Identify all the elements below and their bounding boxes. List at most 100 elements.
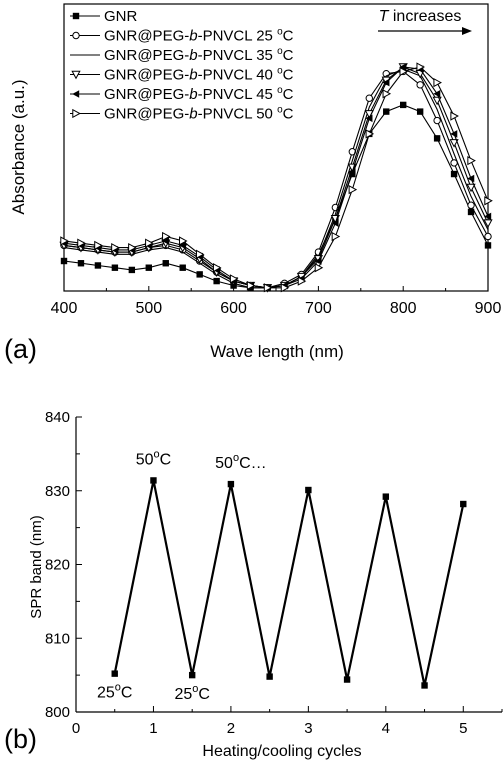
data-point-a-5 — [162, 231, 171, 242]
data-point-a-4 — [161, 237, 169, 245]
data-point-a-5 — [179, 236, 188, 246]
data-point-a-0 — [128, 266, 136, 274]
spr-series-line — [113, 480, 465, 686]
data-point-a-0 — [467, 208, 475, 216]
data-point-a-5 — [348, 185, 358, 195]
temperature-annotation: 50oC — [136, 448, 171, 468]
spr-data-point — [227, 480, 235, 488]
spr-data-point — [150, 477, 157, 484]
spr-data-point — [343, 676, 351, 683]
x-tick-label-a: 400 — [51, 300, 78, 317]
data-point-a-0 — [60, 257, 68, 265]
data-point-a-3 — [449, 139, 459, 148]
legend-label-3: GNR@PEG-b-PNVCL 40 oC — [104, 66, 294, 84]
data-point-a-0 — [77, 260, 85, 267]
data-point-a-3 — [466, 183, 476, 193]
spr-data-point — [111, 670, 118, 677]
data-point-a-1 — [416, 81, 424, 89]
y-tick-label-b: 830 — [45, 483, 70, 500]
data-point-a-4 — [484, 212, 492, 221]
data-point-a-1 — [467, 201, 475, 209]
data-point-a-4 — [331, 219, 339, 227]
spr-data-point — [305, 486, 312, 494]
data-point-a-0 — [179, 264, 186, 271]
annotation-t-increases: T increases — [379, 8, 462, 25]
x-axis-label-b: Heating/cooling cycles — [202, 743, 361, 760]
data-point-a-0 — [433, 135, 441, 142]
data-point-a-0 — [111, 264, 119, 271]
x-tick-label-b: 0 — [72, 720, 80, 737]
data-point-a-0 — [416, 108, 424, 115]
legend-marker-5 — [72, 108, 81, 119]
data-point-a-5 — [280, 283, 290, 293]
data-point-a-5 — [94, 240, 103, 251]
data-point-a-0 — [162, 260, 169, 267]
x-tick-label-b: 2 — [227, 720, 235, 737]
panel-a-absorbance-chart: 400 500 600 700 800 900 Wave length (nm) Absorb… — [4, 3, 502, 364]
legend-label-4: GNR@PEG-b-PNVCL 45 oC — [104, 85, 294, 103]
data-point-a-5 — [297, 276, 307, 286]
data-point-a-0 — [349, 170, 356, 178]
data-point-a-5 — [246, 280, 256, 291]
data-point-a-5 — [467, 156, 476, 166]
legend-marker-4 — [72, 90, 80, 98]
data-point-a-5 — [77, 238, 86, 248]
temperature-annotation: 25oC — [174, 683, 209, 703]
panel-label-b: (b) — [4, 724, 37, 754]
temperature-annotation: 50oC… — [215, 452, 266, 472]
data-point-a-5 — [263, 283, 273, 293]
legend-label-0: GNR — [104, 8, 138, 25]
temperature-annotation: 25oC — [97, 682, 132, 702]
legend-marker-0 — [72, 12, 80, 20]
data-point-a-5 — [484, 196, 493, 206]
y-tick-label-b: 820 — [45, 557, 70, 574]
y-tick-label-b: 810 — [45, 630, 70, 647]
y-axis-label-a: Absorbance (a.u.) — [9, 79, 28, 214]
panel-label-a: (a) — [4, 334, 37, 364]
data-point-a-0 — [400, 101, 407, 109]
data-point-a-5 — [145, 238, 154, 248]
legend-marker-1 — [72, 31, 80, 40]
y-axis-label-b: SPR band (nm) — [28, 515, 45, 618]
spr-data-point — [382, 493, 390, 500]
data-point-a-4 — [433, 89, 441, 98]
data-point-a-4 — [348, 168, 356, 176]
x-tick-label-a: 600 — [220, 300, 247, 317]
x-tick-label-b: 4 — [382, 720, 390, 737]
panel-b-spr-cycling-chart: 800 810 820 830 840 0 1 2 3 4 5 Heating/cooling cyc… — [4, 409, 503, 760]
spr-data-point — [188, 671, 196, 679]
data-point-a-4 — [450, 130, 458, 138]
data-point-a-5 — [365, 129, 375, 139]
data-point-a-5 — [450, 111, 459, 121]
data-point-a-5 — [433, 77, 442, 88]
x-tick-label-a: 800 — [390, 300, 417, 317]
data-point-a-5 — [331, 231, 341, 242]
data-point-a-5 — [382, 89, 392, 99]
data-point-a-0 — [213, 277, 220, 285]
legend-marker-3 — [71, 70, 81, 80]
data-point-a-1 — [484, 232, 492, 241]
legend-label-1: GNR@PEG-b-PNVCL 25 oC — [104, 27, 294, 45]
series-line-a-0 — [63, 104, 489, 289]
annotation-arrow-head — [462, 27, 472, 35]
data-point-a-4 — [314, 257, 322, 265]
spr-data-point — [460, 500, 467, 508]
data-point-a-4 — [399, 63, 407, 71]
spr-data-point — [421, 682, 428, 689]
data-point-a-0 — [450, 170, 458, 178]
data-point-a-5 — [212, 263, 222, 273]
x-tick-label-a: 500 — [135, 300, 162, 317]
data-point-a-3 — [483, 219, 493, 228]
data-point-a-0 — [145, 264, 152, 271]
data-point-a-5 — [399, 66, 409, 77]
x-tick-label-a: 900 — [475, 300, 502, 317]
y-tick-label-b: 800 — [45, 704, 70, 721]
data-point-a-5 — [195, 249, 205, 259]
data-point-a-0 — [196, 271, 203, 278]
legend-label-2: GNR@PEG-b-PNVCL 35 oC — [104, 46, 294, 64]
data-point-a-0 — [94, 262, 102, 269]
data-point-a-1 — [433, 116, 441, 125]
data-point-a-5 — [229, 274, 239, 284]
data-point-a-0 — [484, 242, 492, 249]
data-point-a-5 — [314, 263, 324, 273]
